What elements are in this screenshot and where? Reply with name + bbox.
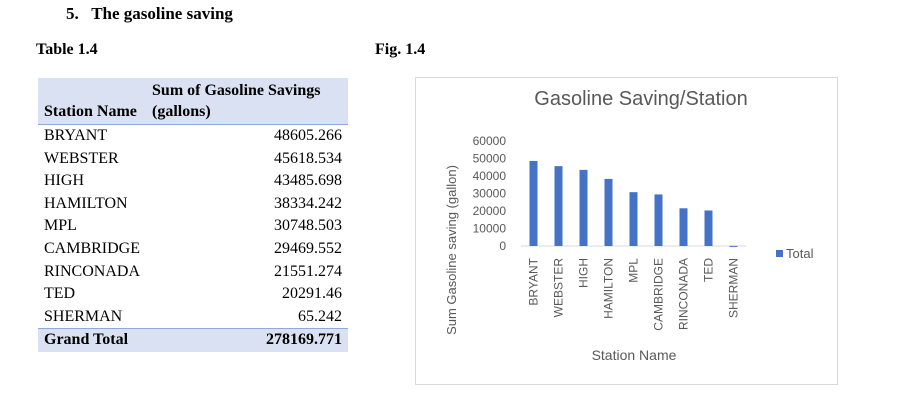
- bar-bryant: [529, 160, 538, 246]
- x-tick-label: HAMILTON: [602, 258, 616, 319]
- y-tick-label: 0: [499, 239, 506, 253]
- savings-value-cell: 29469.552: [274, 239, 342, 257]
- x-tick-label: MPL: [627, 258, 641, 283]
- savings-value-cell: 20291.46: [282, 285, 342, 303]
- table-row: SHERMAN 65.242: [38, 306, 348, 329]
- x-tick-label: WEBSTER: [552, 258, 566, 318]
- legend-label: Total: [786, 246, 814, 261]
- x-tick-label: BRYANT: [527, 257, 541, 305]
- table-caption: Table 1.4: [36, 41, 98, 58]
- savings-value-cell: 43485.698: [274, 172, 342, 190]
- x-tick-label: TED: [702, 258, 716, 282]
- bar-sherman: [729, 245, 738, 247]
- table-row: BRYANT 48605.266: [38, 125, 348, 148]
- savings-value-cell: 65.242: [298, 307, 342, 325]
- y-tick-label: 20000: [473, 204, 507, 218]
- grand-total-value: 278169.771: [146, 328, 348, 352]
- table-body: BRYANT 48605.266 WEBSTER 45618.534 HIGH 43485…: [38, 125, 348, 329]
- table-row: RINCONADA 21551.274: [38, 261, 348, 284]
- bar-mpl: [629, 192, 638, 246]
- section-heading: 5. The gasoline saving: [66, 4, 233, 24]
- bar-chart: Gasoline Saving/Station 0 10000 20000 30000 4…: [444, 88, 814, 363]
- station-name-cell: WEBSTER: [44, 149, 119, 167]
- station-name-cell: TED: [44, 285, 76, 303]
- legend-swatch: [776, 250, 783, 257]
- bar-hamilton: [604, 178, 613, 246]
- savings-value-cell: 30748.503: [274, 217, 342, 235]
- bar-webster: [554, 166, 563, 246]
- y-tick-label: 10000: [473, 222, 507, 236]
- station-name-cell: HIGH: [44, 172, 84, 190]
- bar-ted: [704, 210, 713, 246]
- savings-value-cell: 45618.534: [274, 149, 342, 167]
- section-title: The gasoline saving: [91, 4, 233, 23]
- station-name-cell: HAMILTON: [44, 194, 128, 212]
- savings-value-cell: 21551.274: [274, 262, 342, 280]
- y-tick-label: 60000: [473, 134, 507, 148]
- chart-frame: Gasoline Saving/Station 0 10000 20000 30000 4…: [415, 77, 838, 385]
- grand-total-row: Grand Total 278169.771: [38, 328, 348, 352]
- x-tick-label: RINCONADA: [677, 258, 691, 330]
- savings-value-cell: 48605.266: [274, 127, 342, 144]
- table-row: WEBSTER 45618.534: [38, 148, 348, 171]
- table-row: MPL 30748.503: [38, 215, 348, 238]
- savings-value-cell: 38334.242: [274, 194, 342, 212]
- y-axis-title: Sum Gasoline saving (gallon): [444, 165, 459, 335]
- x-tick-label: HIGH: [577, 258, 591, 288]
- bar-high: [579, 169, 588, 246]
- station-name-cell: RINCONADA: [44, 262, 140, 280]
- x-tick-label: CAMBRIDGE: [652, 258, 666, 331]
- grand-total-label: Grand Total: [38, 328, 147, 352]
- table-header-row: Station Name Sum of Gasoline Savings (ga…: [38, 78, 348, 125]
- station-name-cell: SHERMAN: [44, 307, 123, 325]
- chart-title: Gasoline Saving/Station: [534, 88, 747, 110]
- x-axis-title: Station Name: [592, 347, 677, 363]
- bar-rinconada: [679, 208, 688, 246]
- table-row: TED 20291.46: [38, 283, 348, 306]
- table-row: CAMBRIDGE 29469.552: [38, 238, 348, 261]
- header-station-name: Station Name: [38, 78, 147, 125]
- station-name-cell: MPL: [44, 217, 77, 235]
- y-tick-label: 40000: [473, 169, 507, 183]
- table-row: HIGH 43485.698: [38, 170, 348, 193]
- figure-caption: Fig. 1.4: [375, 41, 426, 58]
- y-tick-label: 30000: [473, 187, 507, 201]
- station-name-cell: CAMBRIDGE: [44, 239, 141, 257]
- bar-cambridge: [654, 194, 663, 246]
- gasoline-savings-table: Station Name Sum of Gasoline Savings (ga…: [38, 78, 348, 352]
- header-gasoline-savings: Sum of Gasoline Savings (gallons): [146, 78, 348, 125]
- table-row: HAMILTON 38334.242: [38, 193, 348, 216]
- y-tick-label: 50000: [473, 152, 507, 166]
- station-name-cell: BRYANT: [44, 127, 108, 144]
- x-tick-label: SHERMAN: [727, 258, 741, 318]
- section-number: 5.: [66, 4, 79, 23]
